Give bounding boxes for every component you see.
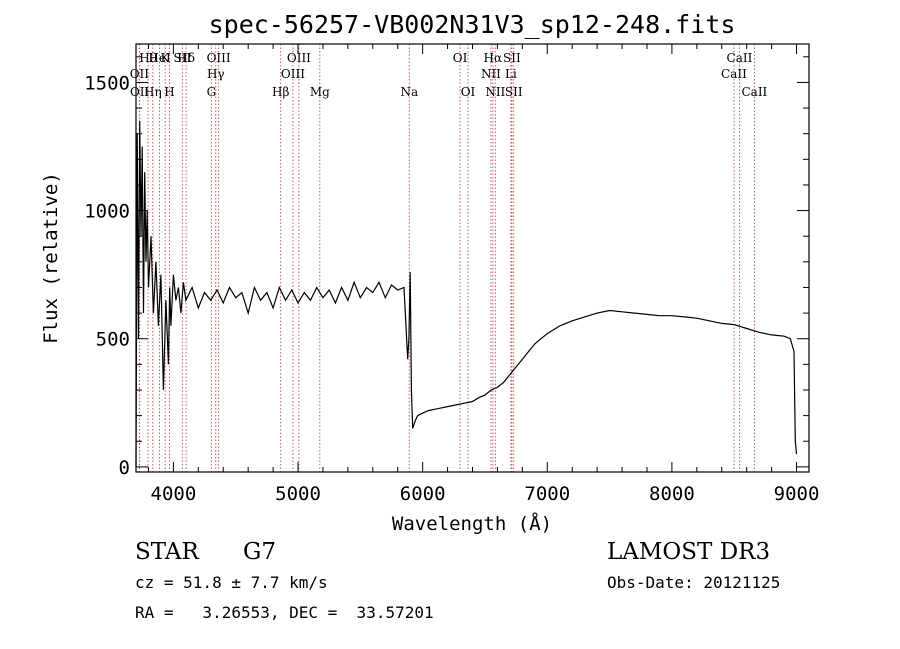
x-axis-label: Wavelength (Å) — [392, 512, 552, 535]
y-tick-label: 1000 — [84, 201, 130, 223]
chart-title: spec-56257-VB002N31V3_sp12-248.fits — [209, 10, 736, 39]
x-tick-label: 9000 — [774, 483, 820, 505]
y-tick-label: 0 — [119, 457, 130, 479]
y-tick-label: 1500 — [84, 72, 130, 94]
spectral-line-label: SII — [174, 51, 192, 65]
x-tick-label: 8000 — [649, 483, 695, 505]
spectral-line-label: H — [164, 85, 174, 99]
ra-dec-coordinates: RA = 3.26553, DEC = 33.57201 — [135, 603, 434, 622]
spectral-line-label: CaII — [741, 85, 767, 99]
spectral-line-label: Na — [400, 85, 418, 99]
spectral-line-label: Hγ — [207, 67, 225, 81]
spectral-line-label: NII — [481, 67, 501, 81]
spectral-line-label: OIII — [287, 51, 311, 65]
spectral-line-label: CaII — [721, 67, 747, 81]
spectral-line-label: OIII — [207, 51, 231, 65]
y-tick-label: 500 — [96, 329, 130, 351]
x-tick-label: 7000 — [524, 483, 570, 505]
y-axis-label: Flux (relative) — [40, 172, 62, 344]
spectral-line-label: Hη — [144, 85, 162, 99]
spectral-line-label: OI — [453, 51, 468, 65]
object-class: STAR — [135, 539, 199, 565]
spectral-line-label: G — [207, 85, 217, 99]
x-tick-label: 6000 — [400, 483, 446, 505]
spectral-line-label: K — [161, 51, 171, 65]
spectral-line-label: Hδ — [177, 51, 195, 65]
spectral-line-label: CaII — [727, 51, 753, 65]
spectral-line-label: Hβ — [272, 85, 289, 99]
spectral-line-label: SII — [505, 85, 523, 99]
spectral-line-label: NII — [485, 85, 505, 99]
spectral-line-label: Li — [505, 67, 517, 81]
spectrum-series-line — [135, 120, 798, 467]
x-tick-label: 5000 — [275, 483, 321, 505]
spectral-line-label: Hθ — [139, 51, 157, 65]
spectral-line-label: Mg — [310, 85, 330, 99]
object-subclass: G7 — [243, 539, 277, 565]
redshift-cz: cz = 51.8 ± 7.7 km/s — [135, 573, 328, 592]
spectral-line-label: HeI — [148, 51, 171, 65]
y-axis-ticks: 0 500 1000 1500 — [84, 56, 809, 479]
spectral-line-label: OII — [130, 85, 150, 99]
spectral-line-label: OII — [130, 67, 150, 81]
x-axis-ticks: 4000 5000 6000 7000 8000 9000 — [147, 44, 820, 505]
x-tick-label: 4000 — [151, 483, 197, 505]
spectral-line-label: SII — [503, 51, 521, 65]
observation-date: Obs-Date: 20121125 — [607, 573, 781, 592]
spectral-line-label: OIII — [281, 67, 305, 81]
spectral-line-label: Hα — [484, 51, 503, 65]
spectral-line-label: OI — [461, 85, 476, 99]
survey-name: LAMOST DR3 — [607, 539, 771, 565]
